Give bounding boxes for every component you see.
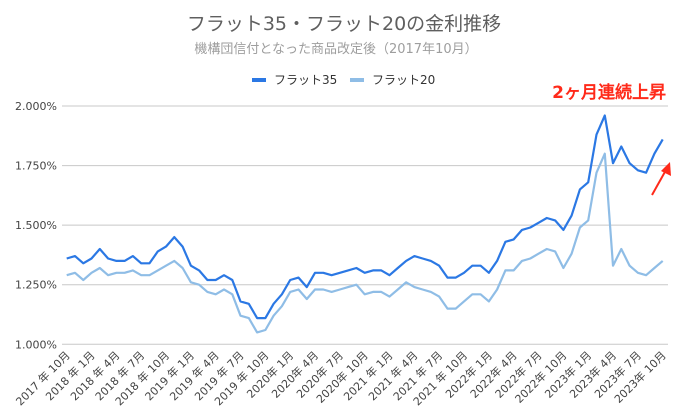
legend-label-flat20: フラット20 xyxy=(372,73,435,87)
legend-swatch-flat35 xyxy=(252,78,266,82)
legend-swatch-flat20 xyxy=(350,78,364,82)
y-tick-label: 1.750% xyxy=(15,160,57,173)
y-tick-label: 1.500% xyxy=(15,219,57,232)
chart-subtitle: 機構団信付となった商品改定後（2017年10月） xyxy=(194,42,477,57)
y-tick-label: 2.000% xyxy=(15,100,57,113)
legend-label-flat35: フラット35 xyxy=(274,73,337,87)
chart-title: フラット35・フラット20の金利推移 xyxy=(187,13,501,35)
y-tick-label: 1.250% xyxy=(15,279,57,292)
arrow-up-right-icon xyxy=(651,162,671,196)
legend: フラット35 フラット20 xyxy=(252,73,435,87)
annotation-text: 2ヶ月連続上昇 xyxy=(552,82,666,103)
series-line-flat20 xyxy=(66,152,664,334)
y-tick-label: 1.000% xyxy=(15,338,57,351)
series-line-flat35 xyxy=(66,114,664,320)
